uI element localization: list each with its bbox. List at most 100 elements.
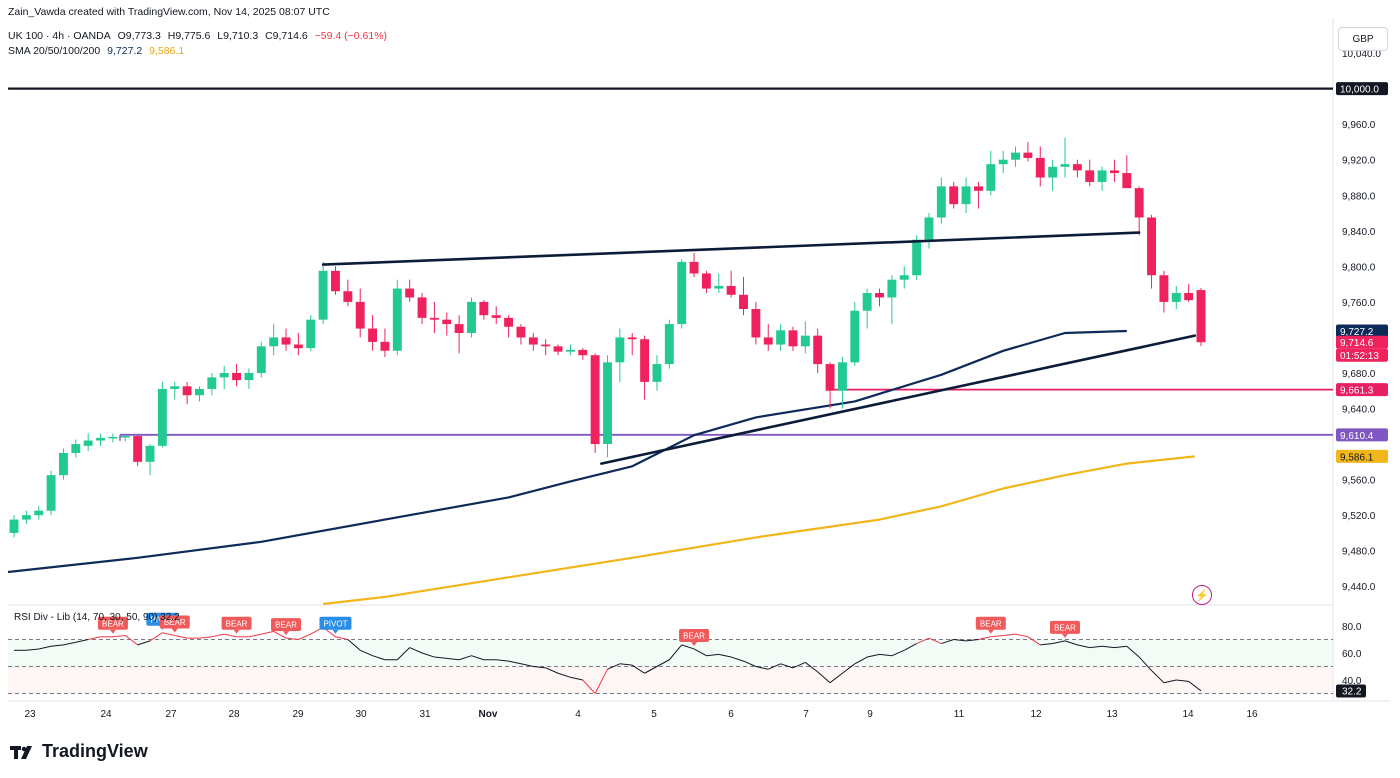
ohlc-open: O9,773.3 bbox=[117, 30, 161, 42]
candle-92 bbox=[1147, 214, 1156, 289]
price-badge-label-2: 01:52:13 bbox=[1340, 351, 1379, 362]
rsi-signal-bg bbox=[319, 616, 352, 630]
rsi-tick-label: 80.0 bbox=[1342, 622, 1362, 633]
sma-legend: SMA 20/50/100/200 9,727.2 9,586.1 bbox=[8, 45, 188, 57]
alert-bolt-icon[interactable]: ⚡ bbox=[1192, 585, 1212, 605]
rsi-segment bbox=[916, 637, 930, 645]
candle-body bbox=[615, 337, 625, 363]
rsi-segment bbox=[446, 657, 460, 661]
candle-body bbox=[553, 346, 563, 352]
rsi-segment bbox=[1126, 645, 1140, 658]
price-tick-label: 9,840.0 bbox=[1342, 227, 1376, 238]
time-tick-label: 9 bbox=[867, 709, 873, 720]
time-tick-label: 24 bbox=[100, 709, 112, 720]
candle-body bbox=[924, 217, 934, 240]
candle-body bbox=[145, 445, 155, 462]
candle-93 bbox=[1159, 270, 1169, 313]
rsi-band-upper bbox=[8, 639, 1333, 667]
candle-body bbox=[1184, 293, 1194, 301]
rsi-segment bbox=[199, 636, 212, 639]
rsi-segment bbox=[743, 660, 757, 667]
candle-body bbox=[627, 337, 637, 340]
candle-body bbox=[1109, 170, 1119, 174]
candle-body bbox=[1085, 170, 1095, 182]
candle-31 bbox=[392, 279, 402, 356]
rsi-segment bbox=[273, 630, 287, 639]
tradingview-logo[interactable]: TradingView bbox=[10, 741, 148, 762]
rsi-segment bbox=[768, 663, 781, 670]
price-badge-label-5: 9,586.1 bbox=[1340, 452, 1374, 463]
candle-37 bbox=[467, 297, 476, 338]
time-tick-label: 4 bbox=[575, 709, 581, 720]
rsi-segment bbox=[1176, 679, 1189, 682]
candles bbox=[9, 137, 1206, 538]
candle-body bbox=[528, 337, 538, 345]
rsi-band-lower bbox=[8, 666, 1333, 694]
candle-74 bbox=[924, 213, 934, 249]
time-tick-label: Nov bbox=[479, 709, 498, 720]
rsi-segment bbox=[347, 639, 361, 651]
candle-78 bbox=[973, 181, 983, 209]
rsi-segment bbox=[545, 667, 559, 674]
candle-39 bbox=[491, 306, 501, 325]
time-tick-label: 29 bbox=[292, 709, 304, 720]
rsi-segment bbox=[904, 643, 917, 651]
price-badge-label-1: 9,714.6 bbox=[1340, 338, 1374, 349]
price-badge-bg-5 bbox=[1336, 449, 1388, 463]
candle-body bbox=[281, 337, 291, 345]
lower-trendline bbox=[600, 334, 1197, 465]
candle-body bbox=[1048, 166, 1058, 178]
candle-body bbox=[590, 355, 600, 445]
candle-body bbox=[640, 339, 650, 382]
symbol-name[interactable]: UK 100 · 4h · OANDA bbox=[8, 30, 111, 42]
price-badge-bg-4 bbox=[1336, 428, 1388, 442]
candle-26 bbox=[331, 266, 340, 295]
candle-67 bbox=[837, 356, 847, 409]
time-tick-label: 14 bbox=[1182, 709, 1194, 720]
rsi-segment bbox=[805, 662, 819, 673]
currency-button[interactable]: GBP bbox=[1338, 27, 1388, 51]
price-axis: 10,040.0 9,960.0 9,920.0 9,880.0 9,840.0 9,80… bbox=[1342, 49, 1381, 593]
candle-body bbox=[368, 328, 378, 342]
rsi-segment bbox=[867, 653, 880, 658]
candle-body bbox=[516, 326, 526, 338]
candle-body bbox=[219, 372, 229, 378]
upper-trendline bbox=[321, 231, 1141, 266]
rsi-segment bbox=[1188, 680, 1202, 692]
price-badge-label-4: 9,610.4 bbox=[1340, 431, 1374, 442]
candle-13 bbox=[170, 381, 180, 400]
price-tick-label: 9,760.0 bbox=[1342, 298, 1376, 309]
price-badge-label-6: 10,000.0 bbox=[1340, 85, 1379, 96]
rsi-segment bbox=[211, 633, 225, 638]
candle-51 bbox=[640, 335, 650, 400]
candle-91 bbox=[1134, 186, 1144, 236]
candle-25 bbox=[318, 261, 328, 325]
candle-53 bbox=[664, 319, 674, 369]
candle-66 bbox=[825, 362, 835, 409]
rsi-signal-pointer bbox=[283, 631, 290, 636]
rsi-segment bbox=[508, 660, 522, 665]
candle-44 bbox=[553, 344, 563, 356]
rsi-legend[interactable]: RSI Div - Lib (14, 70, 30, 50, 90) 32.2 bbox=[14, 612, 180, 623]
sma-label[interactable]: SMA 20/50/100/200 bbox=[8, 45, 101, 57]
rsi-segment bbox=[718, 653, 732, 658]
candle-43 bbox=[541, 339, 551, 356]
candle-60 bbox=[751, 301, 761, 345]
candle-42 bbox=[528, 332, 538, 351]
candle-body bbox=[232, 372, 242, 381]
rsi-signal-label: BEAR bbox=[275, 621, 297, 630]
ohlc-close: C9,714.6 bbox=[265, 30, 308, 42]
candle-71 bbox=[887, 275, 897, 325]
rsi-segment bbox=[570, 676, 583, 681]
candle-body bbox=[1060, 164, 1070, 167]
tradingview-logo-icon bbox=[10, 744, 36, 760]
trendlines bbox=[321, 231, 1197, 465]
price-tick-label: 9,520.0 bbox=[1342, 511, 1376, 522]
rsi-signal-3: BEAR bbox=[221, 616, 252, 634]
rsi-segment bbox=[941, 639, 954, 645]
candle-body bbox=[170, 386, 180, 389]
candle-55 bbox=[689, 253, 699, 278]
candle-3 bbox=[46, 470, 56, 516]
rsi-signal-0: BEAR bbox=[97, 616, 128, 634]
